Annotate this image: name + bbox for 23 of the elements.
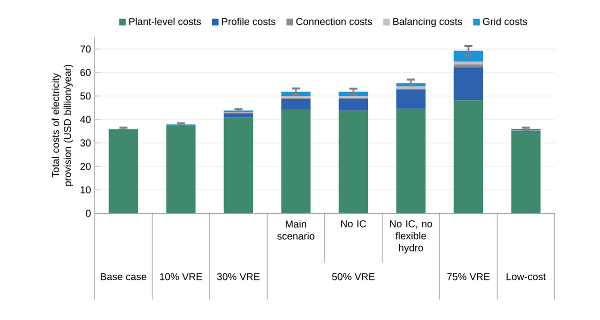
x-tick-label: Base case <box>100 273 146 280</box>
text: 50% VRE <box>332 273 375 280</box>
x-tick-label: Main scenario <box>277 220 314 240</box>
legend-label: Connection costs <box>296 18 372 26</box>
x-tick-label: 30% VRE <box>217 273 260 280</box>
y-tick-label: 40 <box>80 116 91 124</box>
y-tick-label: 20 <box>80 162 91 170</box>
y-tick-label: 0 <box>86 210 91 217</box>
x-tick-label: 10% VRE <box>160 273 202 280</box>
y-tick-label: 50 <box>80 92 91 100</box>
x-tick-label: No IC, no flexible hydro <box>390 220 432 254</box>
y-tick-label: 10 <box>80 186 91 194</box>
legend-label: Profile costs <box>222 18 276 26</box>
y-axis-title: Total costs of electricity provision (USD billion/year) <box>52 64 74 186</box>
x-tick-label: 75% VRE <box>447 273 490 280</box>
legend-label: Plant-level costs <box>129 18 201 26</box>
y-tick-label: 70 <box>80 46 91 53</box>
legend-label: Balancing costs <box>393 18 462 28</box>
x-tick-label: No IC <box>341 220 366 228</box>
y-tick-label: 60 <box>80 68 91 76</box>
legend-label: Grid costs <box>482 18 528 26</box>
y-tick-label: 30 <box>80 139 91 146</box>
x-tick-label: Low-cost <box>506 273 546 280</box>
